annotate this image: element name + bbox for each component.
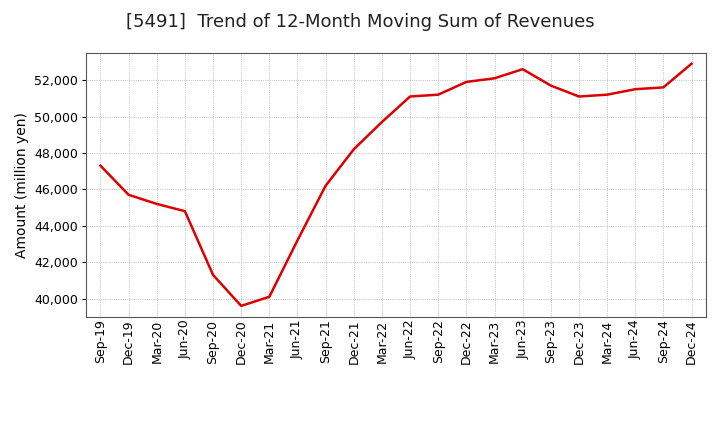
Y-axis label: Amount (million yen): Amount (million yen) [14,112,29,258]
Text: [5491]  Trend of 12-Month Moving Sum of Revenues: [5491] Trend of 12-Month Moving Sum of R… [126,13,594,31]
